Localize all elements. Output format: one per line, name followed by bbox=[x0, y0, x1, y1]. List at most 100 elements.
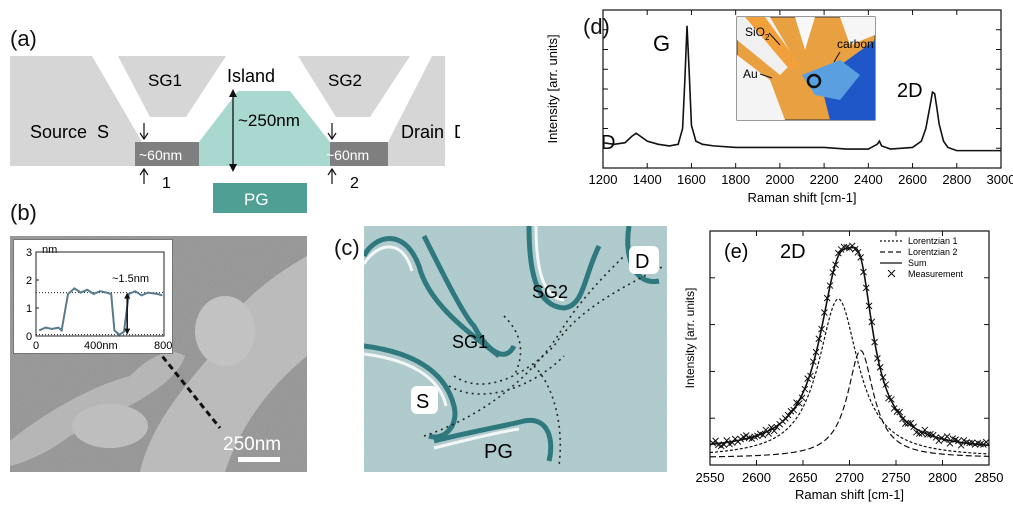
chart-d-xtick-label: 2200 bbox=[810, 172, 839, 187]
afm-inset-ytick-label: 3 bbox=[26, 247, 32, 259]
measurement-point bbox=[921, 426, 929, 434]
island-size-label: ~250nm bbox=[238, 111, 300, 130]
measurement-point bbox=[924, 431, 931, 438]
chart-e-xlabel: Raman shift [cm-1] bbox=[795, 487, 904, 502]
sg1-gate bbox=[118, 56, 226, 117]
measurement-point bbox=[818, 325, 825, 333]
measurement-point bbox=[784, 411, 792, 419]
island-label: Island bbox=[227, 66, 275, 86]
measurement-point bbox=[728, 439, 736, 447]
measurement-point bbox=[882, 381, 890, 388]
legend-label: Lorentzian 2 bbox=[908, 247, 958, 257]
chart-e-xtick-label: 2600 bbox=[742, 470, 771, 485]
measurement-point bbox=[977, 440, 984, 448]
lorentzian-1-line bbox=[709, 298, 990, 455]
afm-inset-ytick-label: 1 bbox=[26, 303, 32, 315]
measurement-point bbox=[712, 437, 719, 445]
map-lightblue-region bbox=[802, 60, 860, 100]
afm-inset-frame bbox=[35, 251, 165, 337]
sg2-label: SG2 bbox=[328, 71, 362, 90]
width-right-label: ~60nm bbox=[326, 147, 369, 163]
afm-profile-line bbox=[148, 340, 222, 429]
arrow-2-label: 2 bbox=[350, 175, 359, 192]
afm-inset-xtick-label: 0 bbox=[33, 340, 39, 352]
panel-e-title: 2D bbox=[780, 241, 806, 263]
map-marker bbox=[806, 73, 822, 89]
sem-image: S D SG1 SG2 PG bbox=[364, 226, 667, 472]
island bbox=[199, 91, 330, 166]
measurement-point bbox=[943, 433, 951, 440]
measurement-point bbox=[907, 419, 915, 427]
afm-inset-xtick-label: 800 bbox=[154, 340, 172, 352]
measurement-point bbox=[910, 423, 918, 431]
chart-e-xtick-label: 2700 bbox=[835, 470, 864, 485]
measurement-point bbox=[748, 435, 756, 442]
chart-d-xtick-label: 1600 bbox=[677, 172, 706, 187]
measurement-point bbox=[868, 318, 876, 326]
measurement-point bbox=[815, 335, 823, 343]
measurement-point bbox=[759, 431, 767, 439]
afm-image: 250nm nm ~1.5nm 0 1 2 3 0 400nm 800 bbox=[10, 236, 307, 472]
measurement-point bbox=[812, 348, 820, 356]
inset-label-au: Au bbox=[743, 67, 758, 81]
source-lead bbox=[10, 56, 142, 166]
chart-e-ylabel: Intensity [arr. units] bbox=[683, 288, 697, 389]
arrow-head-down bbox=[229, 164, 237, 172]
afm-inset-ytick-label: 0 bbox=[26, 331, 32, 343]
sem-device: S D SG1 SG2 PG bbox=[364, 226, 667, 472]
measurement-point bbox=[865, 302, 873, 310]
measurement-point bbox=[723, 437, 731, 444]
drain-label: Drain D bbox=[401, 122, 460, 142]
chart-d-xtick-label: 3000 bbox=[987, 172, 1013, 187]
raman-map-inset: SiO2 Au carbon bbox=[736, 16, 876, 121]
width-left-label: ~60nm bbox=[139, 147, 182, 163]
measurement-point bbox=[874, 355, 881, 362]
chart-e-frame bbox=[709, 230, 990, 466]
measurement-point bbox=[840, 243, 848, 251]
measurement-point bbox=[798, 394, 806, 402]
map-white-region bbox=[737, 17, 795, 75]
chart-e-xtick-label: 2650 bbox=[789, 470, 818, 485]
chart-d-xtick-label: 2000 bbox=[765, 172, 794, 187]
source-label: Source S bbox=[30, 122, 109, 142]
measurement-point bbox=[790, 406, 798, 414]
measurement-point bbox=[982, 438, 990, 446]
measurement-point bbox=[904, 420, 912, 427]
legend-swatch bbox=[887, 269, 896, 278]
measurement-point bbox=[862, 284, 870, 292]
pg-label: PG bbox=[244, 190, 269, 209]
panel-a: (a) SG1 SG2 bbox=[0, 0, 467, 225]
sem-label-pg: PG bbox=[484, 441, 513, 463]
measurement-point bbox=[821, 309, 828, 316]
inset-label-sio2: SiO2 bbox=[745, 25, 770, 42]
measurement-point bbox=[720, 441, 728, 448]
measurement-point bbox=[768, 424, 775, 431]
measurement-point bbox=[832, 261, 839, 269]
measurement-point bbox=[960, 436, 968, 444]
map-stripe bbox=[745, 17, 800, 70]
panel-e-label: (e) bbox=[724, 241, 748, 263]
legend-label: Measurement bbox=[908, 269, 964, 279]
afm-inset-ylabel: nm bbox=[42, 244, 57, 256]
chart-d-xtick-label: 1200 bbox=[589, 172, 618, 187]
arrow-right-bottom bbox=[327, 167, 337, 184]
measurement-point bbox=[915, 430, 923, 437]
drain-lead bbox=[388, 56, 445, 166]
label-bg-d bbox=[629, 246, 659, 274]
inset-pointers bbox=[759, 32, 841, 79]
measurement-point bbox=[887, 396, 895, 403]
afm-inset-xtick-label: 400nm bbox=[84, 340, 118, 352]
measurement-point bbox=[801, 385, 809, 393]
lorentzian-2-line bbox=[709, 349, 990, 458]
sem-label-sg1: SG1 bbox=[452, 332, 488, 352]
afm-scalebar-label: 250nm bbox=[223, 434, 281, 455]
arrow-left-top bbox=[139, 123, 149, 141]
measurement-point bbox=[770, 427, 778, 435]
constriction-left bbox=[135, 142, 199, 166]
sg2-gate bbox=[298, 56, 410, 117]
measurement-point bbox=[765, 430, 772, 437]
peak-g-label: G bbox=[653, 31, 670, 56]
chart-d-xtick-label: 2800 bbox=[942, 172, 971, 187]
lorentzian-fit-chart: Intensity [arr. units] Raman shift [cm-1… bbox=[683, 230, 1003, 502]
device-schematic: SG1 SG2 Island Source S Drain D ~250nm ~… bbox=[10, 56, 467, 213]
